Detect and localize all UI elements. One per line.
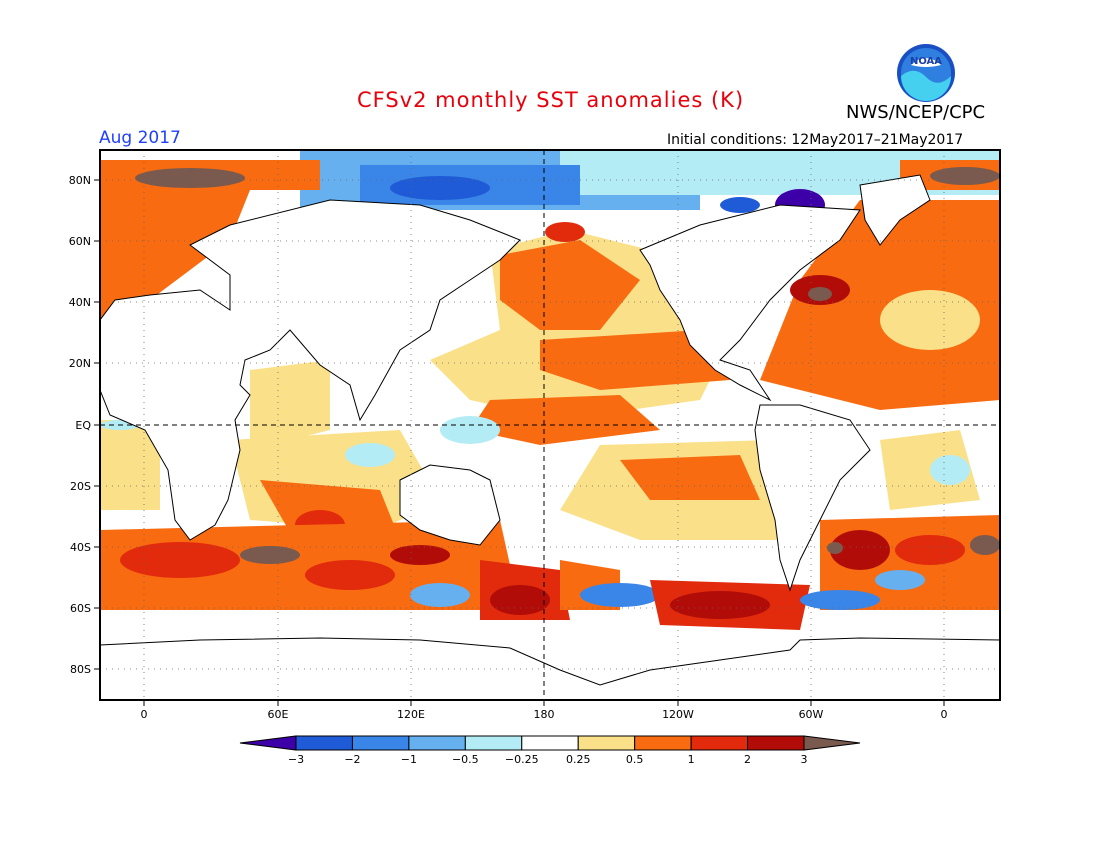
colorbar-bin <box>577 735 636 751</box>
valid-month-label: Aug 2017 <box>99 128 181 148</box>
lon-label: 60W <box>799 708 824 721</box>
colorbar-tick-label: 0.25 <box>566 753 591 766</box>
colorbar-bin <box>634 735 692 751</box>
colorbar-bin <box>521 735 579 751</box>
lat-label: 40N <box>69 296 91 309</box>
colorbar-tick-label: 1 <box>688 753 695 766</box>
initial-conditions-label: Initial conditions: 12May2017–21May2017 <box>667 132 964 148</box>
lon-label: 0 <box>141 708 148 721</box>
colorbar-tick-label: −0.25 <box>505 753 539 766</box>
lon-label: 0 <box>941 708 948 721</box>
graticule <box>100 150 1000 700</box>
colorbar-bin <box>803 735 861 751</box>
colorbar-tick-label: −0.5 <box>452 753 479 766</box>
colorbar-tick-label: 2 <box>744 753 751 766</box>
lat-label: 20S <box>70 480 91 493</box>
colorbar-tick-label: 0.5 <box>626 753 644 766</box>
colorbar-labels: −3 −2 −1 −0.5 −0.25 0.25 0.5 1 2 3 <box>288 753 808 766</box>
colorbar-tick-label: −2 <box>344 753 360 766</box>
colorbar-bin <box>464 735 523 751</box>
colorbar-tick-label: 3 <box>801 753 808 766</box>
lon-labels: 0 60E 120E 180 120W 60W 0 <box>141 708 948 721</box>
lat-label: 20N <box>69 357 91 370</box>
noaa-logo-icon: NOAA <box>897 44 955 102</box>
lat-label: 60N <box>69 235 91 248</box>
lat-label: 80N <box>69 174 91 187</box>
colorbar-tick-label: −3 <box>288 753 304 766</box>
colorbar-bin <box>239 735 297 751</box>
lon-label: 120W <box>662 708 694 721</box>
lon-label: 180 <box>534 708 555 721</box>
lat-label: EQ <box>75 419 91 432</box>
colorbar-bin <box>295 735 353 751</box>
colorbar-bin <box>408 735 466 751</box>
lon-label: 120E <box>397 708 425 721</box>
colorbar-bin <box>747 735 805 751</box>
chart-title: CFSv2 monthly SST anomalies (K) <box>357 88 745 112</box>
logo-text: NOAA <box>910 56 942 67</box>
lon-label: 60E <box>268 708 289 721</box>
lat-label: 60S <box>70 602 91 615</box>
lat-label: 40S <box>70 541 91 554</box>
colorbar <box>239 735 861 751</box>
lat-label: 80S <box>70 663 91 676</box>
colorbar-tick-label: −1 <box>401 753 417 766</box>
agency-label: NWS/NCEP/CPC <box>846 102 986 123</box>
colorbar-bin <box>690 735 749 751</box>
lat-labels: 80N 60N 40N 20N EQ 20S 40S 60S 80S <box>69 174 92 676</box>
axis-ticks <box>94 179 945 706</box>
colorbar-bin <box>351 735 410 751</box>
